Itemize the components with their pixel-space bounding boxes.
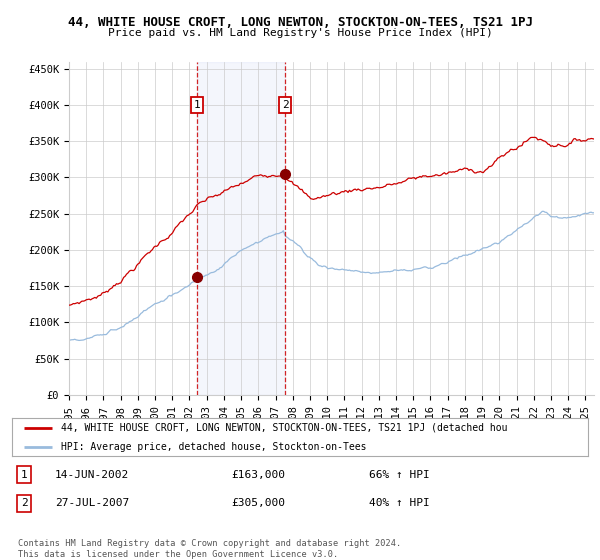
Text: 66% ↑ HPI: 66% ↑ HPI (369, 469, 430, 479)
Text: 1: 1 (20, 469, 28, 479)
Text: 27-JUL-2007: 27-JUL-2007 (55, 498, 130, 508)
Text: 2: 2 (20, 498, 28, 508)
Text: 14-JUN-2002: 14-JUN-2002 (55, 469, 130, 479)
Text: 44, WHITE HOUSE CROFT, LONG NEWTON, STOCKTON-ON-TEES, TS21 1PJ (detached hou: 44, WHITE HOUSE CROFT, LONG NEWTON, STOC… (61, 423, 508, 433)
Text: This data is licensed under the Open Government Licence v3.0.: This data is licensed under the Open Gov… (18, 550, 338, 559)
Text: 1: 1 (194, 100, 200, 110)
Text: 40% ↑ HPI: 40% ↑ HPI (369, 498, 430, 508)
Text: Contains HM Land Registry data © Crown copyright and database right 2024.: Contains HM Land Registry data © Crown c… (18, 539, 401, 548)
Text: Price paid vs. HM Land Registry's House Price Index (HPI): Price paid vs. HM Land Registry's House … (107, 28, 493, 38)
Bar (197, 62, 285, 395)
Text: £163,000: £163,000 (231, 469, 285, 479)
Text: 44, WHITE HOUSE CROFT, LONG NEWTON, STOCKTON-ON-TEES, TS21 1PJ: 44, WHITE HOUSE CROFT, LONG NEWTON, STOC… (67, 16, 533, 29)
Text: HPI: Average price, detached house, Stockton-on-Tees: HPI: Average price, detached house, Stoc… (61, 442, 367, 452)
Text: £305,000: £305,000 (231, 498, 285, 508)
Text: 2: 2 (282, 100, 289, 110)
